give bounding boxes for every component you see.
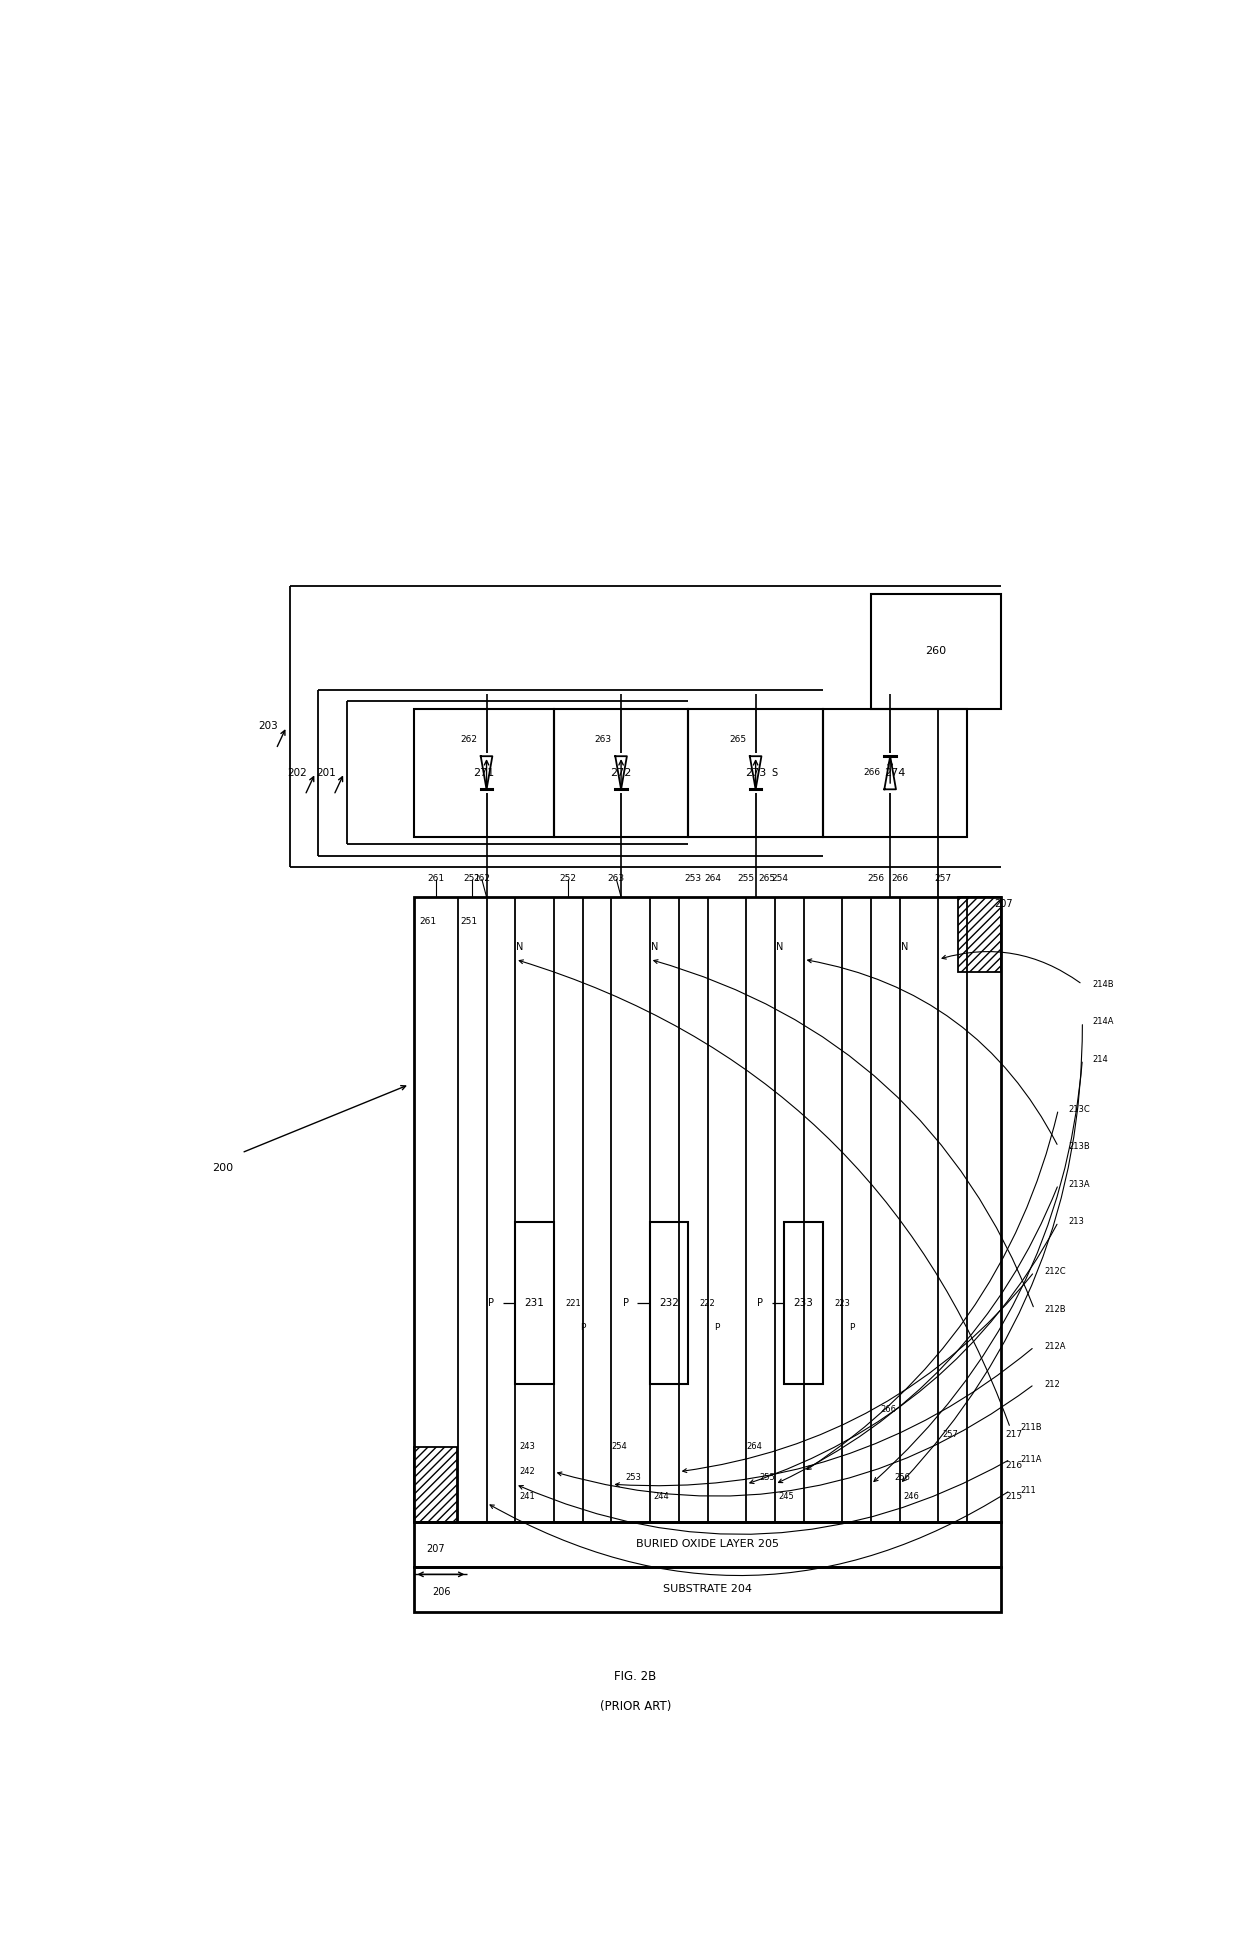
Text: 261: 261	[428, 874, 445, 884]
Text: 264: 264	[746, 1443, 761, 1451]
Text: 253: 253	[625, 1474, 641, 1482]
Text: 245: 245	[779, 1492, 795, 1501]
Text: N: N	[901, 942, 908, 952]
Text: N: N	[651, 942, 658, 952]
Text: 242: 242	[520, 1466, 534, 1476]
Text: 273: 273	[745, 768, 766, 778]
Text: BURIED OXIDE LAYER 205: BURIED OXIDE LAYER 205	[636, 1539, 779, 1548]
Text: 274: 274	[884, 768, 905, 778]
Text: 213C: 213C	[1068, 1105, 1090, 1114]
Text: 200: 200	[212, 1163, 233, 1173]
Text: 207: 207	[994, 899, 1013, 909]
Text: 211B: 211B	[1019, 1423, 1042, 1433]
Text: 215: 215	[1006, 1492, 1023, 1501]
Text: 257: 257	[935, 874, 951, 884]
Text: 261: 261	[419, 917, 436, 927]
Text: S: S	[771, 768, 777, 778]
Text: 254: 254	[611, 1443, 627, 1451]
Bar	[785, 1222, 823, 1384]
Text: 262: 262	[474, 874, 490, 884]
Text: 231: 231	[525, 1298, 544, 1308]
Text: 246: 246	[904, 1492, 920, 1501]
Text: 266: 266	[880, 1406, 897, 1413]
Bar	[414, 1566, 1001, 1613]
Text: 232: 232	[660, 1298, 680, 1308]
Text: 213B: 213B	[1068, 1142, 1090, 1151]
Text: 212: 212	[1044, 1380, 1060, 1388]
Text: 214: 214	[1092, 1056, 1107, 1064]
Bar	[414, 1447, 456, 1521]
Text: 271: 271	[474, 768, 495, 778]
Text: FIG. 2B: FIG. 2B	[614, 1670, 657, 1683]
Text: P: P	[714, 1324, 720, 1331]
Bar	[650, 1222, 688, 1384]
Bar	[688, 710, 823, 837]
Text: 257: 257	[942, 1429, 959, 1439]
Text: P: P	[489, 1298, 495, 1308]
Text: N: N	[776, 942, 784, 952]
Text: 214B: 214B	[1092, 979, 1114, 989]
Bar	[516, 1222, 554, 1384]
Text: 233: 233	[794, 1298, 813, 1308]
Text: 201: 201	[316, 768, 336, 778]
Text: P: P	[758, 1298, 764, 1308]
Text: 202: 202	[288, 768, 308, 778]
Bar	[414, 897, 1001, 1521]
Text: 206: 206	[432, 1587, 450, 1597]
Text: 212A: 212A	[1044, 1343, 1065, 1351]
Text: 243: 243	[520, 1443, 536, 1451]
Text: 203: 203	[258, 721, 278, 731]
Text: 265: 265	[729, 735, 746, 745]
Text: 217: 217	[1006, 1429, 1023, 1439]
Text: 255: 255	[759, 1474, 775, 1482]
Text: 263: 263	[594, 735, 611, 745]
Text: 254: 254	[771, 874, 789, 884]
Text: 241: 241	[520, 1492, 534, 1501]
Text: 213A: 213A	[1068, 1179, 1090, 1189]
Text: 222: 222	[699, 1298, 715, 1308]
Text: 211: 211	[1019, 1486, 1035, 1496]
Text: P: P	[580, 1324, 585, 1331]
Text: 214A: 214A	[1092, 1017, 1114, 1026]
Text: 266: 266	[863, 768, 880, 778]
Text: 212C: 212C	[1044, 1267, 1065, 1277]
Text: 216: 216	[1006, 1460, 1023, 1470]
Text: 252: 252	[559, 874, 577, 884]
Text: 251: 251	[460, 917, 477, 927]
Text: SUBSTRATE 204: SUBSTRATE 204	[663, 1584, 753, 1595]
Text: 244: 244	[653, 1492, 670, 1501]
Text: 212B: 212B	[1044, 1304, 1065, 1314]
Bar	[870, 594, 1001, 710]
Text: 207: 207	[427, 1544, 445, 1554]
Text: P: P	[622, 1298, 629, 1308]
Text: 264: 264	[704, 874, 720, 884]
Bar	[959, 897, 1001, 972]
Text: 256: 256	[867, 874, 884, 884]
Text: N: N	[517, 942, 523, 952]
Text: 223: 223	[835, 1298, 851, 1308]
Text: 256: 256	[894, 1474, 910, 1482]
Text: 253: 253	[684, 874, 702, 884]
Text: 211A: 211A	[1019, 1455, 1042, 1464]
Text: (PRIOR ART): (PRIOR ART)	[600, 1701, 671, 1713]
Text: 262: 262	[460, 735, 477, 745]
Text: 260: 260	[925, 647, 946, 657]
Bar	[554, 710, 688, 837]
Text: 213: 213	[1068, 1218, 1084, 1226]
Text: P: P	[849, 1324, 854, 1331]
Text: 272: 272	[610, 768, 631, 778]
Bar	[414, 1521, 1001, 1566]
Text: 263: 263	[608, 874, 625, 884]
Text: 266: 266	[892, 874, 909, 884]
Bar	[414, 710, 554, 837]
Text: 251: 251	[464, 874, 481, 884]
Text: 265: 265	[759, 874, 776, 884]
Text: 221: 221	[565, 1298, 582, 1308]
Text: 255: 255	[738, 874, 755, 884]
Bar	[823, 710, 967, 837]
